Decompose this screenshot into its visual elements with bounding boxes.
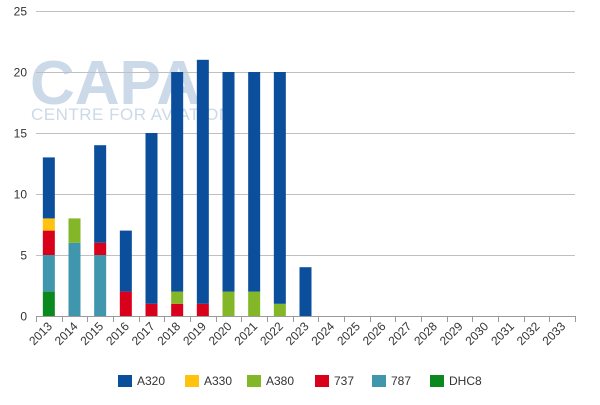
legend-swatch-dhc8 <box>430 375 444 387</box>
bar-series <box>42 59 312 316</box>
x-tick-label-2020: 2020 <box>206 319 235 348</box>
legend-label-dhc8: DHC8 <box>449 374 482 388</box>
x-tick-label-2021: 2021 <box>232 319 261 348</box>
x-tick-label-2025: 2025 <box>334 319 363 348</box>
x-tick-label-2032: 2032 <box>514 319 543 348</box>
bar-a320-2021 <box>248 72 261 292</box>
x-tick-label-2024: 2024 <box>309 319 338 348</box>
legend-label-a380: A380 <box>266 374 294 388</box>
x-tick-label-2023: 2023 <box>283 319 312 348</box>
x-tick-label-2030: 2030 <box>463 319 492 348</box>
bar-a320-2017 <box>145 133 158 304</box>
bar-a320-2019 <box>196 59 209 304</box>
x-tick-label-2019: 2019 <box>180 319 209 348</box>
y-tick-label-15: 15 <box>14 127 28 141</box>
legend-label-737: 737 <box>334 374 354 388</box>
bar-a320-2020 <box>222 72 235 292</box>
y-tick-label-5: 5 <box>20 249 27 263</box>
bar-a320-2022 <box>273 72 286 304</box>
bar-a320-2018 <box>171 72 184 292</box>
bar-a380-2018 <box>171 291 184 304</box>
x-tick-label-2029: 2029 <box>437 319 466 348</box>
bar-737-2015 <box>94 242 107 255</box>
x-tick-label-2022: 2022 <box>257 319 286 348</box>
bar-787-2015 <box>94 255 107 316</box>
y-tick-label-0: 0 <box>20 310 27 324</box>
bar-737-2013 <box>42 230 55 255</box>
bar-a320-2015 <box>94 145 107 243</box>
x-tick-label-2028: 2028 <box>411 319 440 348</box>
bar-787-2013 <box>42 255 55 292</box>
bar-737-2019 <box>196 303 209 316</box>
bar-dhc8-2013 <box>42 291 55 316</box>
x-tick-label-2015: 2015 <box>78 319 107 348</box>
legend-swatch-737 <box>315 375 329 387</box>
legend-label-787: 787 <box>391 374 411 388</box>
bar-787-2014 <box>68 242 81 316</box>
x-tick-label-2026: 2026 <box>360 319 389 348</box>
legend-item-dhc8[interactable]: DHC8 <box>430 374 482 388</box>
bar-a380-2021 <box>248 291 261 316</box>
legend-swatch-a330 <box>185 375 199 387</box>
x-tick-label-2027: 2027 <box>386 319 415 348</box>
legend-label-a320: A320 <box>137 374 165 388</box>
legend: A320 A330 A380 737 787 DHC8 <box>118 374 482 388</box>
bar-a320-2013 <box>42 157 55 219</box>
legend-swatch-a320 <box>118 375 132 387</box>
legend-label-a330: A330 <box>204 374 232 388</box>
x-tick-label-2031: 2031 <box>488 319 517 348</box>
legend-item-a380[interactable]: A380 <box>247 374 294 388</box>
bar-a320-2023 <box>299 267 312 316</box>
y-tick-label-10: 10 <box>14 188 28 202</box>
bar-a380-2014 <box>68 218 81 243</box>
x-tick-label-2014: 2014 <box>52 319 81 348</box>
x-tick-label-2018: 2018 <box>155 319 184 348</box>
bar-737-2017 <box>145 303 158 316</box>
x-tick-label-2016: 2016 <box>103 319 132 348</box>
legend-item-a320[interactable]: A320 <box>118 374 165 388</box>
x-tick-label-2033: 2033 <box>540 319 569 348</box>
legend-swatch-a380 <box>247 375 261 387</box>
x-tick-label-2013: 2013 <box>26 319 55 348</box>
y-tick-label-25: 25 <box>14 5 28 19</box>
bar-737-2016 <box>119 291 132 316</box>
bar-a380-2020 <box>222 291 235 316</box>
legend-item-787[interactable]: 787 <box>372 374 411 388</box>
x-tick-label-2017: 2017 <box>129 319 158 348</box>
y-tick-label-20: 20 <box>14 66 28 80</box>
bar-a380-2022 <box>273 303 286 316</box>
bar-737-2018 <box>171 303 184 316</box>
bar-a330-2013 <box>42 218 55 231</box>
gridlines <box>36 11 575 256</box>
legend-swatch-787 <box>372 375 386 387</box>
legend-item-737[interactable]: 737 <box>315 374 354 388</box>
bar-a320-2016 <box>119 230 132 292</box>
legend-item-a330[interactable]: A330 <box>185 374 232 388</box>
